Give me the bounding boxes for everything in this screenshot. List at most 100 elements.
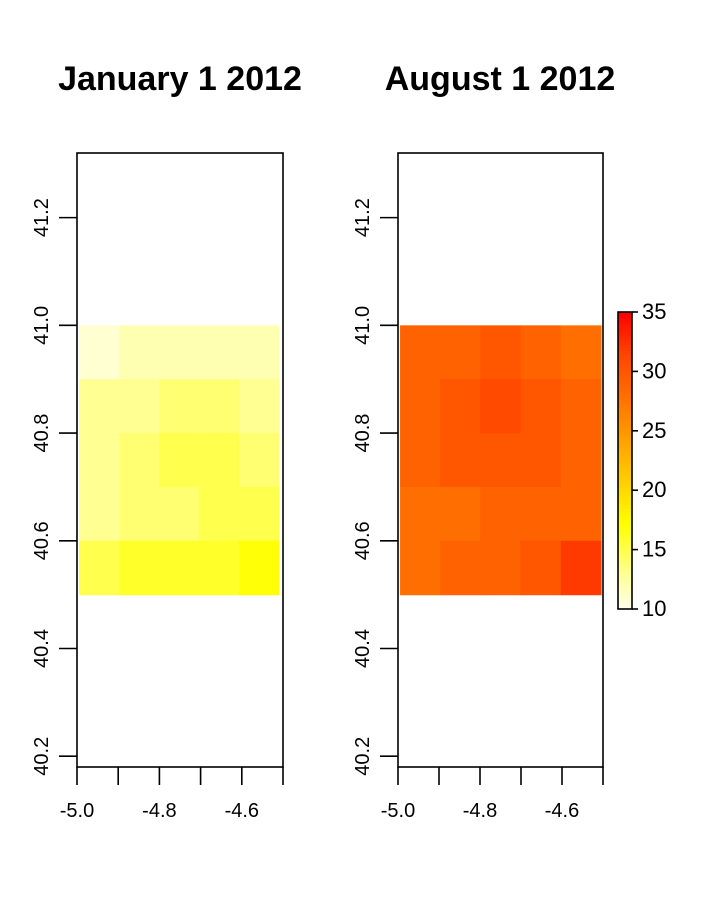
x-tick-label: -5.0: [381, 800, 415, 822]
legend-color-step: [618, 594, 632, 598]
legend-color-step: [618, 377, 632, 381]
legend-color-step: [618, 555, 632, 560]
legend-color-step: [618, 487, 632, 491]
legend-color-step: [618, 457, 632, 461]
x-tick-label: -4.8: [142, 800, 176, 822]
legend-color-step: [618, 484, 632, 488]
raster-cell: [158, 486, 200, 542]
legend-color-step: [618, 312, 632, 316]
legend-color-step: [618, 371, 632, 375]
legend-color-step: [618, 323, 632, 328]
legend-color-step: [618, 588, 632, 592]
legend-color-step: [618, 427, 632, 432]
legend-color-step: [618, 442, 632, 447]
legend-color-step: [618, 561, 632, 565]
legend-color-step: [618, 454, 632, 459]
legend-color-step: [618, 564, 632, 568]
legend-color-step: [618, 326, 632, 331]
legend-frame: [617, 311, 633, 610]
color-legend: 10 15 20 25 30 35: [617, 299, 666, 621]
raster-cell: [520, 379, 562, 434]
raster-cell: [560, 379, 602, 434]
panel-january: January 1 2012 -5.0 -4.8 -4.6 40.2 40.4 40.6 40…: [31, 60, 302, 822]
legend-color-step: [618, 451, 632, 456]
legend-color-step: [618, 576, 632, 580]
legend-color-step: [618, 600, 632, 604]
legend-color-step: [618, 347, 632, 352]
legend-color-step: [618, 537, 632, 542]
raster-cell: [560, 486, 602, 542]
legend-color-step: [618, 383, 632, 387]
raster-cell: [198, 540, 240, 596]
legend-color-step: [618, 516, 632, 521]
raster-cell: [158, 540, 200, 596]
legend-color-step: [618, 460, 632, 464]
legend-color-step: [618, 332, 632, 337]
legend-color-step: [618, 508, 632, 512]
raster-cell: [79, 540, 120, 596]
legend-color-step: [618, 579, 632, 583]
legend-color-step: [618, 445, 632, 450]
raster-cell: [440, 325, 482, 380]
legend-color-step: [618, 368, 632, 372]
y-tick-label: 40.8: [31, 414, 53, 453]
raster-cell: [119, 540, 160, 596]
legend-color-step: [618, 380, 632, 384]
raster-cell: [480, 486, 522, 542]
legend-color-step: [618, 418, 632, 423]
legend-color-step: [618, 513, 632, 518]
y-tick-label: 40.8: [352, 414, 374, 453]
legend-color-step: [618, 415, 632, 420]
raster-cell: [198, 433, 240, 488]
y-tick-label: 40.6: [352, 521, 374, 560]
legend-color-step: [618, 475, 632, 479]
legend-color-step: [618, 386, 632, 390]
legend-color-step: [618, 582, 632, 586]
legend-color-step: [618, 424, 632, 429]
raster-cell: [480, 325, 522, 380]
legend-color-step: [618, 410, 632, 414]
legend-color-step: [618, 472, 632, 476]
y-tick-label: 40.6: [31, 521, 53, 560]
legend-color-step: [618, 404, 632, 408]
legend-color-step: [618, 439, 632, 444]
legend-color-step: [618, 412, 632, 417]
legend-color-step: [618, 314, 632, 319]
raster-cell: [400, 325, 441, 380]
raster-cell: [440, 540, 482, 596]
raster-cell: [560, 433, 602, 488]
x-tick-label: -5.0: [60, 800, 94, 822]
legend-color-step: [618, 398, 632, 402]
legend-color-step: [618, 567, 632, 571]
raster-cell: [158, 379, 200, 434]
legend-color-step: [618, 374, 632, 378]
legend-color-step: [618, 365, 632, 369]
legend-color-step: [618, 407, 632, 411]
legend-color-step: [618, 430, 632, 435]
legend-color-step: [618, 356, 632, 361]
legend-color-step: [618, 329, 632, 334]
legend-color-step: [618, 350, 632, 355]
legend-color-step: [618, 478, 632, 482]
legend-color-step: [618, 606, 632, 610]
legend-color-step: [618, 338, 632, 343]
raster-cell: [520, 433, 562, 488]
legend-color-step: [618, 490, 632, 494]
raster-cell: [480, 540, 522, 596]
raster-cell: [119, 486, 160, 542]
raster-cell: [119, 433, 160, 488]
raster-cell: [238, 325, 280, 380]
legend-tick-label: 35: [642, 299, 666, 324]
legend-color-step: [618, 401, 632, 405]
legend-tick-label: 25: [642, 418, 666, 443]
legend-color-step: [618, 362, 632, 366]
raster-cell: [198, 325, 240, 380]
x-tick-label: -4.8: [463, 800, 497, 822]
legend-color-step: [618, 389, 632, 393]
raster-cell: [198, 486, 240, 542]
legend-color-step: [618, 510, 632, 515]
raster-cell: [79, 433, 120, 488]
y-tick-label: 40.4: [31, 629, 53, 668]
legend-color-step: [618, 543, 632, 548]
